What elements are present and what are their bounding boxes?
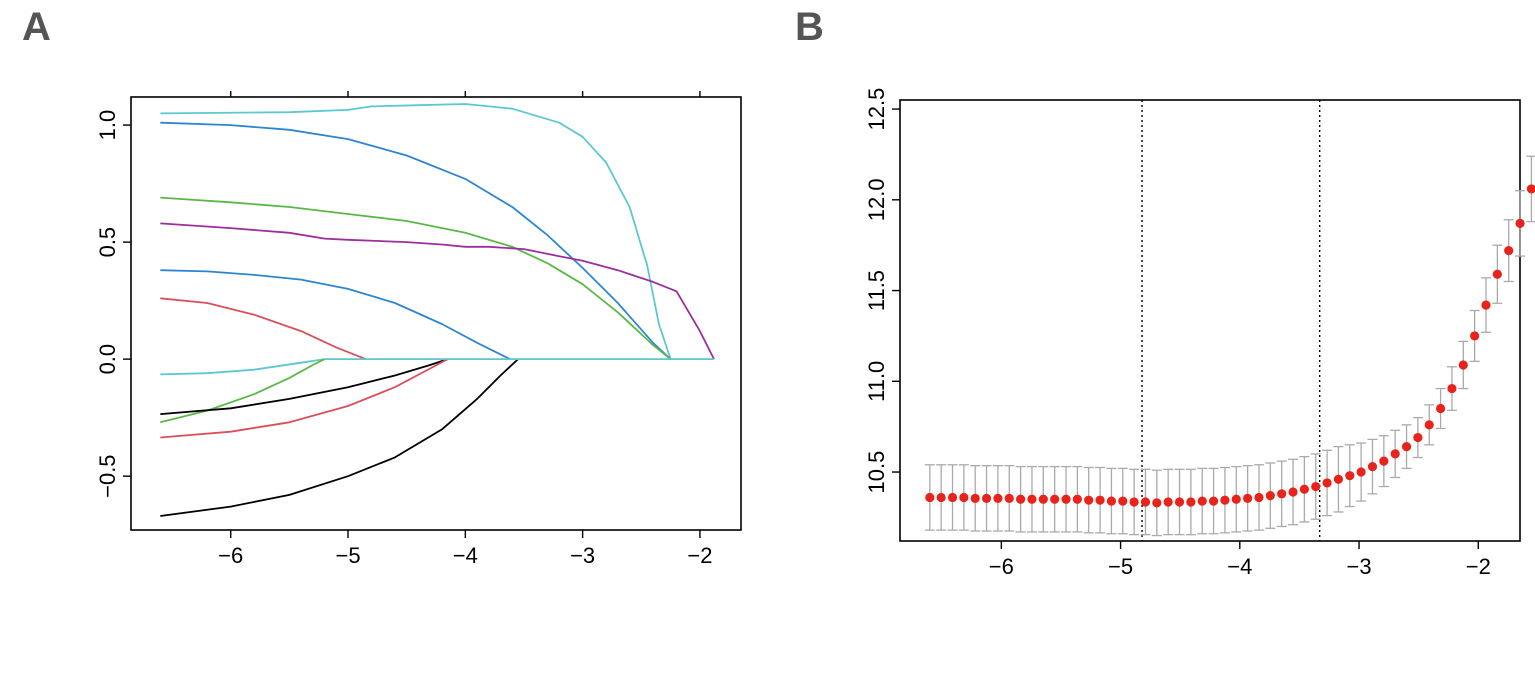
deviance-point: [1288, 487, 1298, 497]
coef-path: [160, 358, 326, 424]
deviance-point: [1220, 495, 1230, 505]
deviance-point: [1447, 383, 1457, 394]
deviance-point: [1095, 495, 1105, 505]
plot-frame: [130, 96, 742, 531]
x-tick-label: −4: [453, 543, 478, 568]
deviance-point: [1140, 497, 1151, 507]
deviance-point: [1197, 496, 1207, 506]
deviance-point: [1243, 493, 1253, 503]
panel-b-letter: B: [795, 5, 824, 49]
deviance-point: [1413, 432, 1423, 443]
x-tick-label: −5: [335, 543, 360, 568]
deviance-point: [1504, 246, 1514, 256]
coef-path: [160, 358, 325, 376]
panel-b-chart: −6 −5 −4 −3 −2 10.5 11.0 11.5 12.0 12.5: [864, 88, 1535, 579]
deviance-point: [1401, 442, 1412, 452]
panel-a-letter: A: [22, 5, 51, 49]
deviance-point: [1526, 184, 1535, 194]
y-tick-label: 12.5: [864, 88, 889, 131]
coef-path: [160, 358, 519, 517]
deviance-point: [1390, 449, 1400, 459]
deviance-point: [1356, 467, 1366, 477]
deviance-point: [1322, 478, 1332, 488]
deviance-point: [1470, 331, 1480, 341]
y-tick-label: 12.0: [864, 178, 889, 221]
x-tick-label: −3: [1346, 554, 1371, 579]
coef-path: [160, 103, 672, 360]
deviance-point: [1208, 496, 1219, 506]
deviance-point: [1118, 496, 1128, 506]
coef-path: [160, 222, 715, 360]
deviance-point: [1174, 497, 1185, 507]
deviance-point: [1435, 403, 1446, 414]
coef-path: [160, 358, 449, 439]
deviance-point: [1186, 497, 1196, 507]
deviance-point: [925, 492, 935, 503]
deviance-point: [1016, 494, 1026, 504]
deviance-point: [1481, 300, 1491, 310]
deviance-point: [970, 493, 980, 503]
deviance-point: [1038, 494, 1048, 504]
deviance-point: [981, 493, 992, 503]
deviance-point: [1231, 494, 1241, 504]
deviance-point: [1492, 269, 1502, 279]
coef-path: [160, 196, 672, 360]
deviance-point: [936, 492, 946, 503]
coef-path: [160, 358, 448, 415]
y-tick-label: 11.0: [864, 361, 889, 402]
deviance-point: [1367, 461, 1378, 472]
deviance-point: [1277, 489, 1287, 499]
deviance-point: [1311, 481, 1321, 492]
deviance-point: [1458, 360, 1468, 370]
deviance-point: [1424, 420, 1434, 430]
deviance-point: [1163, 497, 1173, 507]
panel-a-chart: −6 −5 −4 −3 −2 −0.5 0.0 0.5 1.0: [95, 91, 742, 568]
plot-frame: [899, 99, 1521, 542]
y-tick-label: 1.0: [95, 110, 120, 141]
deviance-point: [1050, 494, 1060, 504]
deviance-point: [993, 493, 1003, 503]
deviance-point: [1129, 497, 1139, 507]
deviance-point: [1254, 492, 1264, 503]
deviance-point: [1515, 218, 1525, 229]
x-tick-label: −6: [218, 543, 243, 568]
coef-path: [160, 297, 366, 360]
y-tick-label: 0.0: [95, 344, 120, 375]
deviance-point: [1106, 496, 1117, 506]
x-tick-label: −2: [1466, 554, 1491, 579]
deviance-point: [1299, 484, 1309, 494]
x-tick-label: −6: [989, 554, 1014, 579]
y-tick-label: 0.5: [95, 227, 120, 258]
deviance-point: [959, 492, 969, 503]
coef-path: [160, 269, 511, 360]
deviance-point: [1152, 498, 1162, 508]
y-tick-label: 10.5: [864, 451, 889, 494]
deviance-point: [1072, 494, 1082, 504]
deviance-point: [1027, 494, 1037, 504]
deviance-point: [1084, 495, 1094, 505]
y-tick-label: −0.5: [95, 454, 120, 497]
x-tick-label: −3: [570, 543, 595, 568]
x-tick-label: −2: [687, 543, 712, 568]
deviance-point: [1379, 456, 1389, 466]
deviance-point: [1345, 471, 1355, 481]
deviance-point: [1333, 474, 1344, 484]
x-tick-label: −5: [1108, 554, 1133, 579]
y-tick-label: 11.5: [864, 270, 889, 311]
deviance-point: [1061, 494, 1071, 504]
deviance-point: [947, 492, 958, 503]
deviance-point: [1004, 493, 1014, 503]
coef-path: [160, 121, 672, 360]
x-tick-label: −4: [1227, 554, 1252, 579]
deviance-point: [1265, 491, 1275, 501]
